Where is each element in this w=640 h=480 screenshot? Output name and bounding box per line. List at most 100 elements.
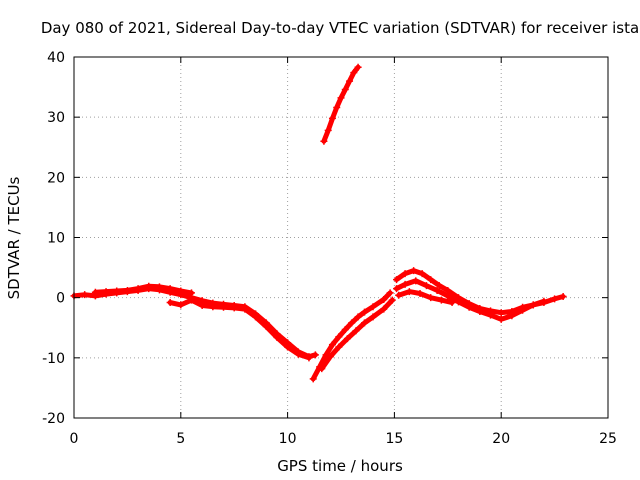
data-point [465, 303, 473, 311]
series-trace [92, 283, 194, 296]
data-point [380, 305, 388, 313]
data-point [348, 319, 356, 327]
y-tick-label: 30 [47, 110, 65, 126]
data-point [305, 354, 313, 362]
data-point [393, 276, 401, 284]
data-point [352, 327, 360, 335]
data-point [273, 333, 281, 341]
data-point [487, 311, 495, 319]
y-tick-label: 20 [47, 170, 65, 186]
data-point [497, 315, 505, 323]
data-point [333, 104, 341, 112]
data-point [388, 296, 396, 304]
data-point [360, 319, 368, 327]
data-point [155, 283, 163, 291]
data-point [322, 351, 330, 359]
x-tick-label: 25 [599, 431, 617, 447]
x-tick-label: 0 [70, 431, 79, 447]
data-point [328, 341, 336, 349]
data-point [337, 94, 345, 102]
y-tick-label: 10 [47, 231, 65, 247]
data-point [341, 326, 349, 334]
data-point [284, 343, 292, 351]
x-tick-label: 5 [176, 431, 185, 447]
y-tick-label: -10 [42, 351, 65, 367]
grid-lines [74, 57, 608, 418]
data-point [454, 298, 462, 306]
data-point [444, 292, 452, 300]
data-point [145, 282, 153, 290]
data-point [318, 365, 326, 373]
data-point [422, 282, 430, 290]
data-point [559, 292, 567, 300]
data-point [320, 137, 328, 145]
data-point [328, 114, 336, 122]
data-point [113, 287, 121, 295]
data-point [346, 77, 354, 85]
data-point [294, 350, 302, 358]
data-point [435, 282, 443, 290]
data-point [123, 286, 131, 294]
y-tick-label: -20 [42, 411, 65, 427]
data-point [187, 289, 195, 297]
series-trace [71, 286, 318, 360]
data-point [418, 270, 426, 278]
data-point [198, 301, 206, 309]
data-point [309, 375, 317, 383]
data-point [166, 285, 174, 293]
series-trace [310, 290, 393, 382]
data-point [405, 288, 413, 296]
axis-ticks: 0 5 10 15 20 25 -20 -10 0 10 20 30 40 [42, 50, 617, 447]
data-point [350, 69, 358, 77]
series-trace [394, 278, 547, 322]
series-trace [167, 297, 312, 361]
data-point [187, 296, 195, 304]
data-point [427, 294, 435, 302]
data-point [393, 285, 401, 293]
data-point [177, 287, 185, 295]
y-tick-label: 40 [47, 50, 65, 66]
data-point [395, 291, 403, 299]
data-point [401, 270, 409, 278]
data-point [416, 289, 424, 297]
data-point [529, 301, 537, 309]
data-point [102, 288, 110, 296]
data-point [386, 289, 394, 297]
data-point [326, 353, 334, 361]
data-point [380, 295, 388, 303]
data-point [252, 313, 260, 321]
data-point [412, 277, 420, 285]
data-point [177, 301, 185, 309]
x-tick-label: 10 [279, 431, 297, 447]
series-trace [319, 297, 395, 372]
data-point [437, 296, 445, 304]
chart-title: Day 080 of 2021, Sidereal Day-to-day VTE… [41, 19, 639, 37]
data-point [81, 291, 89, 299]
data-point [209, 303, 217, 311]
data-point [354, 63, 362, 71]
data-point [324, 126, 332, 134]
data-point [476, 308, 484, 316]
y-tick-label: 0 [56, 291, 65, 307]
data-point [166, 298, 174, 306]
y-axis-label: SDTVAR / TECUs [5, 176, 23, 299]
data-point [354, 313, 362, 321]
data-point [540, 297, 548, 305]
data-point [335, 333, 343, 341]
data-point [433, 286, 441, 294]
data-point [410, 267, 418, 275]
data-point [497, 309, 505, 317]
data-point [262, 323, 270, 331]
x-tick-label: 15 [385, 431, 403, 447]
data-point [220, 303, 228, 311]
data-point [241, 305, 249, 313]
data-point [508, 312, 516, 320]
data-point [360, 308, 368, 316]
x-axis-label: GPS time / hours [277, 457, 403, 475]
x-tick-label: 20 [492, 431, 510, 447]
data-point [341, 85, 349, 93]
data-point [311, 351, 319, 359]
data-point [230, 304, 238, 312]
data-point [343, 335, 351, 343]
